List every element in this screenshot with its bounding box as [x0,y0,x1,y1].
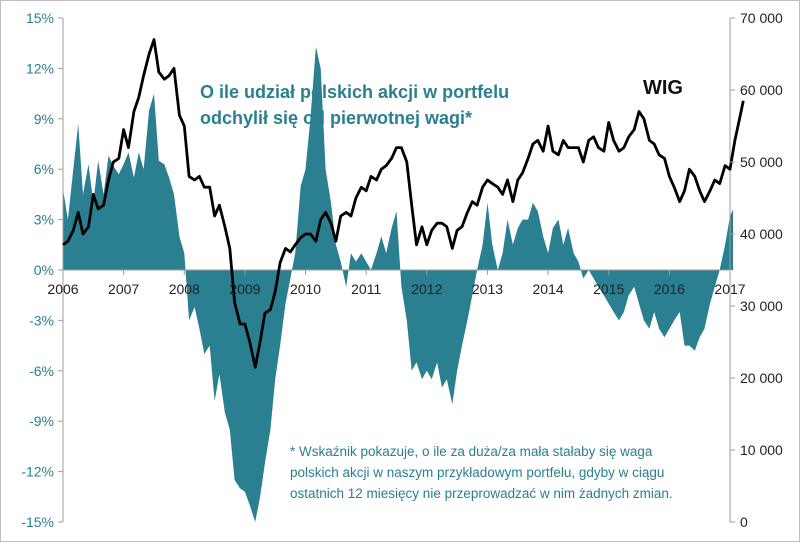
x-axis-ticks: 2006 2007 2008 2009 2010 2011 2012 2013 2014 2015… [47,270,746,297]
right-axis-ticks: 70 000 60 000 50 000 40 000 30 000 20 000 10 0… [730,10,783,530]
right-tick-label: 40 000 [740,226,783,242]
annotation-footnote-line-1: * Wskaźnik pokazuje, o ile za duża/za ma… [290,444,653,459]
right-tick-label: 0 [740,514,748,530]
right-tick-label: 50 000 [740,154,783,170]
x-tick-label: 2011 [351,281,381,297]
right-tick-label: 70 000 [740,10,783,26]
x-tick-label: 2012 [411,281,442,297]
x-tick-label: 2009 [229,281,260,297]
right-tick-label: 60 000 [740,82,783,98]
annotation-title-line-2: odchylił się od pierwotnej wagi* [200,108,472,128]
deviation-area [63,46,733,522]
wig-line-series [62,38,745,369]
x-tick-label: 2017 [714,281,745,297]
wig-line [62,38,745,369]
x-tick-label: 2014 [533,281,564,297]
left-tick-label: -3% [29,312,54,328]
left-tick-label: 15% [26,10,54,26]
left-tick-label: -9% [29,413,54,429]
x-tick-label: 2010 [290,281,321,297]
x-tick-label: 2008 [169,281,200,297]
right-tick-label: 30 000 [740,298,783,314]
left-tick-label: -15% [21,514,54,530]
left-tick-label: 0% [34,262,54,278]
right-tick-label: 20 000 [740,370,783,386]
annotation-wig-label: WIG [643,77,683,99]
left-tick-label: 9% [34,111,54,127]
annotation-footnote-line-3: ostatnich 12 miesięcy nie przeprowadzać … [290,486,673,501]
x-tick-label: 2006 [47,281,78,297]
right-tick-label: 10 000 [740,442,783,458]
left-tick-label: 6% [34,161,54,177]
deviation-area-series [63,46,733,522]
annotations: O ile udział polskich akcji w portfelu o… [200,77,683,501]
left-tick-label: 12% [26,60,54,76]
left-axis-ticks: 15% 12% 9% 6% 3% 0% -3% -6% -9% -12% -15% [21,10,63,530]
left-tick-label: -6% [29,363,54,379]
left-tick-label: 3% [34,212,54,228]
left-tick-label: -12% [21,464,54,480]
annotation-footnote-line-2: polskich akcji w naszym przykładowym por… [290,465,664,480]
x-tick-label: 2016 [654,281,685,297]
annotation-title-line-1: O ile udział polskich akcji w portfelu [200,82,509,102]
x-tick-label: 2015 [593,281,624,297]
x-tick-label: 2013 [472,281,503,297]
x-tick-label: 2007 [108,281,139,297]
